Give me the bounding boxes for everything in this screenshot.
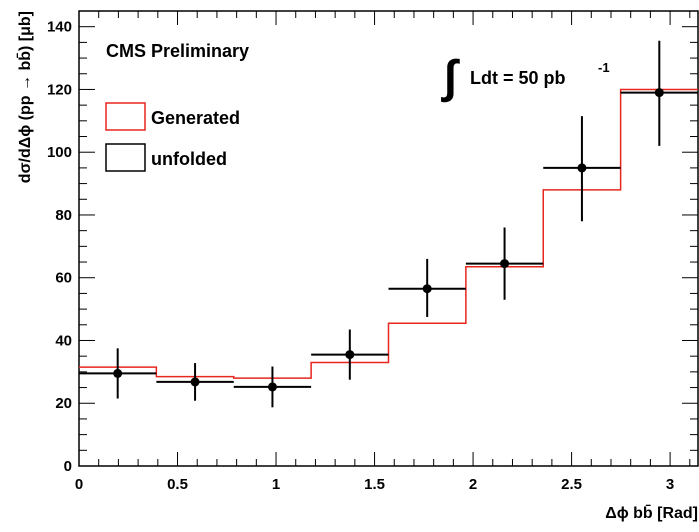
unfolded-marker xyxy=(577,163,587,173)
x-tick-label: 1.5 xyxy=(364,476,385,493)
unfolded-marker xyxy=(190,377,200,387)
legend-generated-label: Generated xyxy=(151,108,240,128)
luminosity-text: Ldt = 50 pb xyxy=(470,68,566,88)
x-tick-label: 2.5 xyxy=(561,476,582,493)
x-tick-label: 1 xyxy=(272,476,280,493)
unfolded-point xyxy=(543,116,621,222)
unfolded-marker xyxy=(345,350,355,360)
legend-unfolded-swatch xyxy=(105,143,146,172)
unfolded-marker xyxy=(654,88,664,98)
unfolded-point xyxy=(620,40,698,146)
unfolded-marker xyxy=(113,368,123,378)
y-tick-label: 20 xyxy=(55,395,72,412)
generated-step-line xyxy=(79,88,698,379)
unfolded-marker xyxy=(422,284,432,294)
unfolded-point xyxy=(156,363,234,401)
y-tick-label: 120 xyxy=(47,81,72,98)
y-axis-title: dσ/dΔϕ (pp → bb̄) [μb] xyxy=(15,11,34,183)
unfolded-point xyxy=(465,227,544,300)
luminosity-superscript: -1 xyxy=(598,60,610,75)
generated-series xyxy=(79,88,698,379)
x-tick-label: 2 xyxy=(469,476,477,493)
legend-unfolded-label: unfolded xyxy=(151,149,227,169)
x-tick-label: 0.5 xyxy=(167,476,188,493)
y-tick-label: 140 xyxy=(47,19,72,36)
chart-header: CMS Preliminary xyxy=(106,41,249,61)
unfolded-marker xyxy=(267,382,277,392)
unfolded-point xyxy=(233,366,312,408)
unfolded-marker xyxy=(500,259,510,269)
unfolded-point xyxy=(388,258,466,317)
x-axis-title: Δϕ bb̄ [Rad] xyxy=(605,503,698,522)
y-tick-label: 40 xyxy=(55,332,72,349)
axis-ticks xyxy=(78,10,698,467)
legend-generated-swatch xyxy=(105,102,146,131)
plot-frame xyxy=(78,10,699,467)
unfolded-point xyxy=(311,329,389,380)
y-tick-labels: 0 20 40 60 80 100 120 140 xyxy=(47,19,72,475)
x-tick-labels: 0 0.5 1 1.5 2 2.5 3 xyxy=(75,476,674,493)
unfolded-series xyxy=(79,40,698,408)
unfolded-point xyxy=(79,348,157,399)
legend: Generated unfolded xyxy=(105,102,240,172)
y-tick-label: 0 xyxy=(64,458,72,475)
integral-symbol: ∫ xyxy=(440,50,460,103)
y-tick-label: 60 xyxy=(55,270,72,287)
y-tick-label: 80 xyxy=(55,207,72,224)
x-tick-label: 0 xyxy=(75,476,83,493)
y-tick-label: 100 xyxy=(47,144,72,161)
x-tick-label: 3 xyxy=(666,476,674,493)
